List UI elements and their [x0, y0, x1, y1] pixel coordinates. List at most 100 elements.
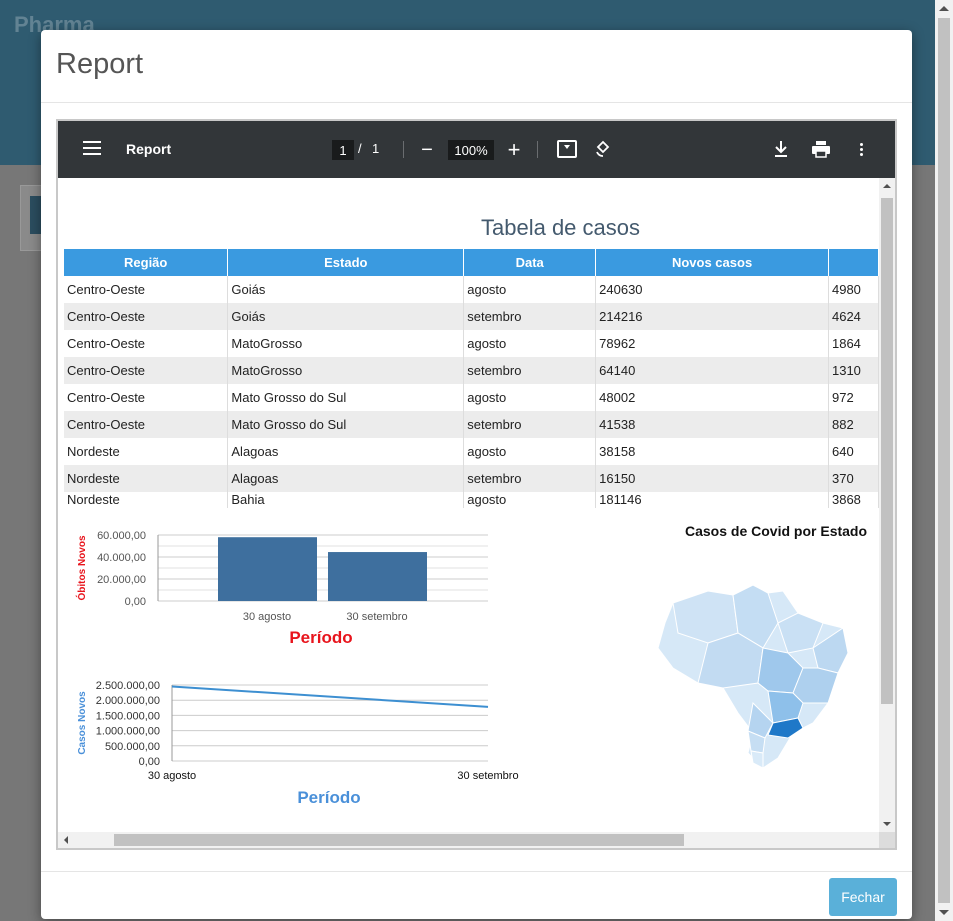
y-tick-label: 20.000,00 — [97, 574, 146, 586]
more-options-icon[interactable] — [851, 139, 871, 159]
cell-regiao: Centro-Oeste — [64, 411, 229, 438]
rotate-icon[interactable] — [593, 139, 613, 159]
scroll-up-arrow-icon[interactable] — [939, 6, 949, 11]
cell-estado: Mato Grosso do Sul — [227, 411, 465, 438]
modal-footer: Fechar — [41, 871, 912, 919]
table-row: Centro-Oeste Mato Grosso do Sul setembro… — [64, 411, 879, 438]
header-regiao: Região — [64, 249, 229, 276]
scroll-left-arrow-icon[interactable] — [64, 836, 68, 844]
cell-obitos: 4980 — [828, 276, 879, 303]
y-tick-label: 500.000,00 — [105, 741, 160, 753]
y-tick-label: 0,00 — [125, 596, 146, 608]
viewer-vertical-scrollbar[interactable] — [879, 178, 895, 832]
y-tick-label: 0,00 — [139, 756, 160, 768]
cell-data: setembro — [463, 411, 597, 438]
cell-novos-casos: 38158 — [595, 438, 829, 465]
x-axis-label: Período — [289, 628, 352, 647]
cell-novos-casos: 41538 — [595, 411, 829, 438]
table-row: Centro-Oeste MatoGrosso setembro 64140 1… — [64, 357, 879, 384]
cell-novos-casos: 214216 — [595, 303, 829, 330]
zoom-in-icon[interactable]: + — [507, 137, 521, 162]
y-tick-label: 60.000,00 — [97, 530, 146, 542]
cell-data: setembro — [463, 303, 597, 330]
cell-data: agosto — [463, 276, 597, 303]
page-scrollbar[interactable] — [935, 0, 953, 921]
y-tick-label: 2.000.000,00 — [96, 695, 160, 707]
y-tick-label: 1.500.000,00 — [96, 710, 160, 722]
viewer-vscroll-thumb[interactable] — [881, 198, 893, 704]
scroll-down-arrow-icon[interactable] — [883, 822, 891, 826]
y-axis-label: Casos Novos — [77, 691, 88, 755]
cell-novos-casos: 64140 — [595, 357, 829, 384]
cases-table: Região Estado Data Novos casos Centro-Oe… — [64, 249, 879, 508]
casos-line-chart: 0,00 500.000,00 1.000.000,00 1.500.000,00 2.… — [77, 680, 519, 807]
cell-novos-casos: 48002 — [595, 384, 829, 411]
menu-icon[interactable] — [83, 141, 101, 155]
table-title: Tabela de casos — [481, 215, 640, 240]
x-tick-label: 30 agosto — [243, 611, 291, 623]
viewer-hscroll-thumb[interactable] — [114, 834, 684, 846]
cell-estado: Alagoas — [227, 438, 465, 465]
cell-novos-casos: 78962 — [595, 330, 829, 357]
page-number-input[interactable]: 1 — [332, 140, 354, 160]
toolbar-divider — [537, 141, 538, 158]
y-tick-label: 1.000.000,00 — [96, 726, 160, 738]
header-obitos — [828, 249, 879, 276]
cell-estado: Alagoas — [227, 465, 465, 492]
cell-estado: Goiás — [227, 303, 465, 330]
bar — [328, 552, 427, 601]
table-row: Centro-Oeste MatoGrosso agosto 78962 186… — [64, 330, 879, 357]
y-tick-label: 40.000,00 — [97, 552, 146, 564]
pdf-document: Tabela de casos Região Estado Data Novos… — [58, 178, 879, 832]
table-header-row: Região Estado Data Novos casos — [64, 249, 879, 276]
cell-obitos: 972 — [828, 384, 879, 411]
pdf-viewer: Report 1 / 1 − 100% + Tabela de casos — [56, 119, 897, 850]
table-row: Nordeste Alagoas setembro 16150 370 — [64, 465, 879, 492]
cell-regiao: Nordeste — [64, 492, 229, 508]
y-tick-label: 2.500.000,00 — [96, 680, 160, 692]
x-axis-label: Período — [297, 788, 360, 807]
cell-obitos: 370 — [828, 465, 879, 492]
cell-estado: MatoGrosso — [227, 357, 465, 384]
scroll-up-arrow-icon[interactable] — [883, 184, 891, 188]
zoom-out-icon[interactable]: − — [421, 139, 433, 161]
map-title: Casos de Covid por Estado — [685, 523, 868, 539]
download-icon[interactable] — [771, 139, 791, 159]
cell-estado: Goiás — [227, 276, 465, 303]
table-row: Centro-Oeste Goiás setembro 214216 4624 — [64, 303, 879, 330]
viewer-horizontal-scrollbar[interactable] — [58, 832, 879, 848]
cell-data: agosto — [463, 330, 597, 357]
table-row: Nordeste Alagoas agosto 38158 640 — [64, 438, 879, 465]
x-tick-label: 30 agosto — [148, 770, 196, 782]
page-scrollbar-thumb[interactable] — [938, 18, 950, 903]
print-icon[interactable] — [811, 140, 831, 158]
cell-data: agosto — [463, 438, 597, 465]
fit-page-icon[interactable] — [557, 140, 577, 158]
cell-novos-casos: 16150 — [595, 465, 829, 492]
cell-data: setembro — [463, 465, 597, 492]
pdf-toolbar: Report 1 / 1 − 100% + — [58, 121, 895, 178]
cell-obitos: 640 — [828, 438, 879, 465]
cell-data: setembro — [463, 357, 597, 384]
header-novos-casos: Novos casos — [595, 249, 829, 276]
table-row: Centro-Oeste Mato Grosso do Sul agosto 4… — [64, 384, 879, 411]
cell-regiao: Nordeste — [64, 438, 229, 465]
cell-data: agosto — [463, 492, 597, 508]
cell-obitos: 882 — [828, 411, 879, 438]
scroll-down-arrow-icon[interactable] — [939, 910, 949, 915]
cell-estado: Mato Grosso do Sul — [227, 384, 465, 411]
cell-obitos: 3868 — [828, 492, 879, 508]
cell-regiao: Centro-Oeste — [64, 384, 229, 411]
obitos-bar-chart: 0,00 20.000,00 40.000,00 60.000,00 30 agosto… — [75, 530, 488, 647]
close-button[interactable]: Fechar — [829, 878, 897, 916]
cell-novos-casos: 181146 — [595, 492, 829, 508]
cell-obitos: 1310 — [828, 357, 879, 384]
series-line — [171, 685, 489, 708]
cell-obitos: 1864 — [828, 330, 879, 357]
header-data: Data — [463, 249, 597, 276]
page-total: 1 — [372, 141, 380, 156]
y-axis-label: Óbitos Novos — [75, 535, 88, 600]
zoom-input[interactable]: 100% — [448, 140, 494, 160]
cell-regiao: Centro-Oeste — [64, 276, 229, 303]
brazil-map — [657, 584, 849, 769]
